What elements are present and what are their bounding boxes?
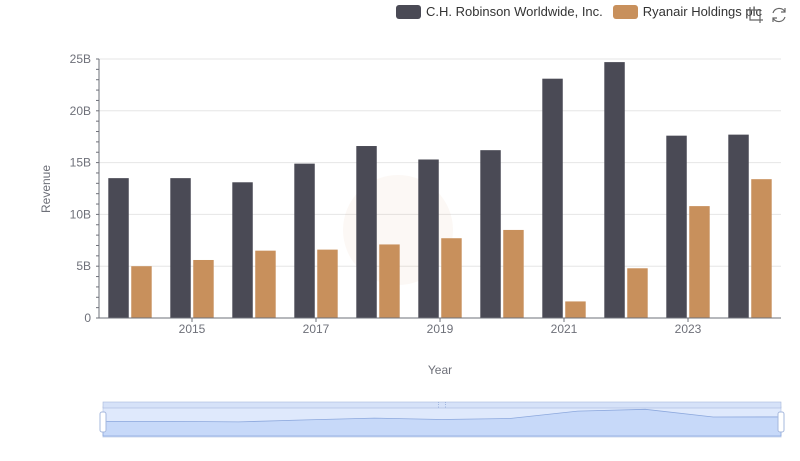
y-tick-label: 20B (70, 104, 91, 118)
zoom-slider-selection (103, 407, 781, 437)
data-zoom-icon[interactable] (746, 6, 764, 24)
restore-icon[interactable] (770, 6, 788, 24)
axes: 0 5B 10B 15B 20B 25B 2015 2017 2019 2021 2023 (70, 52, 781, 336)
zoom-slider-top-bar[interactable] (102, 401, 782, 409)
bars (108, 62, 772, 319)
y-tick-label: 15B (70, 156, 91, 170)
toolbox (746, 6, 794, 24)
x-tick-label: 2023 (675, 322, 702, 336)
zoom-handle-right[interactable] (777, 411, 785, 433)
grid-lines (99, 58, 781, 267)
legend-label-ryanair: Ryanair Holdings plc (642, 4, 763, 19)
bar-ryanair[interactable] (131, 266, 152, 318)
y-tick-label: 0 (84, 311, 91, 325)
bar-ryanair[interactable] (627, 268, 648, 318)
bar-ryanair[interactable] (255, 250, 276, 318)
bar-ryanair[interactable] (565, 301, 586, 318)
bar-ch-robinson[interactable] (108, 178, 129, 318)
bar-ch-robinson[interactable] (604, 62, 625, 318)
bar-ryanair[interactable] (441, 238, 462, 318)
bar-ch-robinson[interactable] (294, 163, 315, 318)
y-tick-label: 10B (70, 207, 91, 221)
legend: C.H. Robinson Worldwide, Inc. Ryanair Ho… (396, 4, 772, 19)
legend-item-ryanair[interactable]: Ryanair Holdings plc (612, 4, 763, 19)
zoom-grip-icon: ⋮⋮ (435, 402, 449, 409)
bar-ryanair[interactable] (193, 259, 214, 318)
y-tick-label: 25B (70, 52, 91, 66)
watermark-logo (343, 175, 453, 285)
bar-ryanair[interactable] (317, 249, 338, 318)
zoom-slider-track (102, 406, 782, 438)
bar-ch-robinson[interactable] (356, 146, 377, 318)
x-tick-label: 2019 (427, 322, 454, 336)
bar-ryanair[interactable] (503, 229, 524, 318)
bar-ch-robinson[interactable] (418, 159, 439, 318)
y-tick-label: 5B (76, 259, 91, 273)
x-tick-label: 2021 (551, 322, 578, 336)
bar-ch-robinson[interactable] (542, 78, 563, 319)
x-tick-label: 2017 (303, 322, 330, 336)
bar-ryanair[interactable] (751, 179, 772, 318)
bar-ch-robinson[interactable] (232, 182, 253, 318)
x-tick-label: 2015 (179, 322, 206, 336)
legend-item-ch-robinson[interactable]: C.H. Robinson Worldwide, Inc. (396, 4, 603, 19)
bar-ch-robinson[interactable] (480, 150, 501, 318)
zoom-handle-left[interactable] (99, 411, 107, 433)
bar-ryanair[interactable] (379, 244, 400, 318)
bar-ch-robinson[interactable] (666, 135, 687, 318)
bar-ch-robinson[interactable] (728, 134, 749, 318)
bar-ch-robinson[interactable] (170, 178, 191, 318)
legend-swatch-ch-robinson (396, 4, 421, 19)
x-axis-label: Year (428, 363, 452, 377)
zoom-slider-preview (102, 408, 782, 437)
y-axis-label: Revenue (39, 165, 53, 213)
data-zoom-slider[interactable]: ⋮⋮ (99, 401, 785, 438)
bar-ryanair[interactable] (689, 206, 710, 318)
legend-label-ch-robinson: C.H. Robinson Worldwide, Inc. (426, 4, 603, 19)
legend-swatch-ryanair (612, 4, 638, 19)
